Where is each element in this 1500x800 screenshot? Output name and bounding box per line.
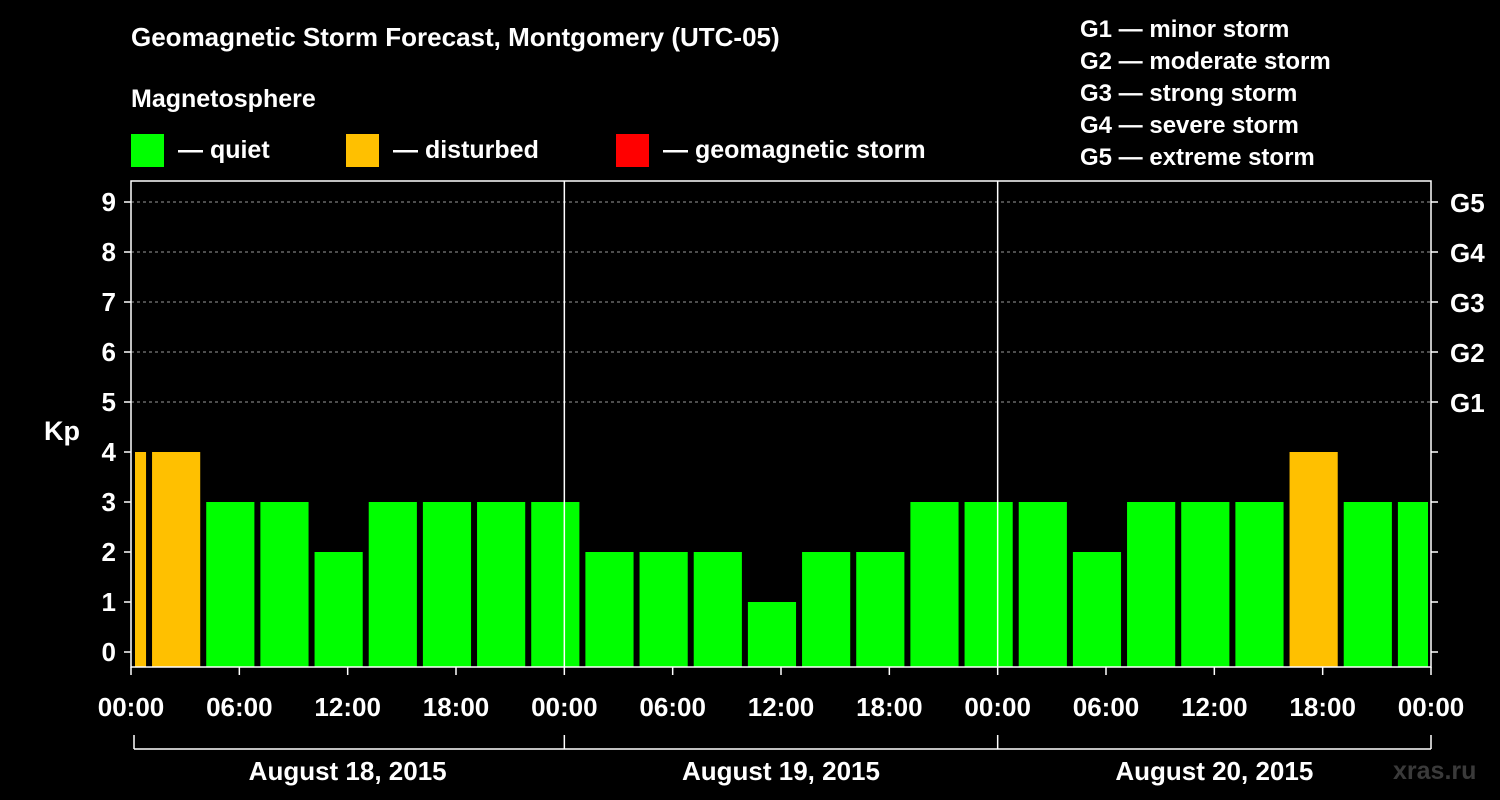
x-tick-label-4: 00:00 <box>531 692 598 722</box>
x-tick-label-8: 00:00 <box>964 692 1031 722</box>
kp-bar-7 <box>477 502 526 667</box>
x-tick-label-6: 12:00 <box>748 692 815 722</box>
right-tick-label-G5: G5 <box>1450 188 1485 218</box>
kp-bar-22 <box>1289 452 1338 667</box>
kp-bar-4 <box>314 552 363 667</box>
legend: — quiet — disturbed — geomagnetic storm <box>131 133 951 167</box>
kp-bar-18 <box>1072 552 1122 667</box>
kp-bar-9 <box>585 552 634 667</box>
y-tick-label-7: 7 <box>102 287 116 317</box>
x-tick-label-7: 18:00 <box>856 692 923 722</box>
right-tick-label-G1: G1 <box>1450 388 1485 418</box>
x-tick-label-0: 00:00 <box>98 692 165 722</box>
legend-item-storm: — geomagnetic storm <box>616 133 926 167</box>
kp-bar-21 <box>1235 502 1284 667</box>
x-tick-label-9: 06:00 <box>1073 692 1140 722</box>
storm-scale-g2: G2 — moderate storm <box>1080 48 1331 75</box>
storm-scale-g1: G1 — minor storm <box>1080 16 1290 43</box>
chart-subtitle: Magnetosphere <box>131 85 316 113</box>
x-tick-label-5: 06:00 <box>639 692 706 722</box>
y-tick-label-5: 5 <box>102 387 116 417</box>
y-tick-label-0: 0 <box>102 637 116 667</box>
legend-item-quiet: — quiet <box>131 133 270 167</box>
chart-title: Geomagnetic Storm Forecast, Montgomery (… <box>131 22 780 52</box>
kp-bar-14 <box>856 552 905 667</box>
kp-bar-13 <box>802 552 851 667</box>
right-tick-label-G2: G2 <box>1450 338 1485 368</box>
storm-scale-g3: G3 — strong storm <box>1080 80 1298 107</box>
legend-item-disturbed: — disturbed <box>346 133 539 167</box>
storm-scale-g4: G4 — severe storm <box>1080 112 1299 139</box>
x-tick-label-11: 18:00 <box>1289 692 1356 722</box>
y-tick-label-2: 2 <box>102 537 116 567</box>
day-label-0: August 18, 2015 <box>249 756 447 786</box>
kp-bar-11 <box>693 552 742 667</box>
kp-bar-15 <box>910 502 959 667</box>
day-label-1: August 19, 2015 <box>682 756 880 786</box>
storm-scale-g5: G5 — extreme storm <box>1080 144 1315 171</box>
y-tick-label-9: 9 <box>102 187 116 217</box>
storm-scale: G1 — minor storm G2 — moderate storm G3 … <box>1080 14 1380 174</box>
kp-bar-6 <box>422 502 472 667</box>
legend-swatch-disturbed <box>346 133 379 167</box>
x-tick-label-3: 18:00 <box>423 692 490 722</box>
kp-bar-5 <box>368 502 417 667</box>
y-tick-label-8: 8 <box>102 237 116 267</box>
x-tick-label-10: 12:00 <box>1181 692 1248 722</box>
kp-bar-16 <box>964 502 1013 667</box>
x-tick-label-12: 00:00 <box>1398 692 1465 722</box>
y-axis-label: Kp <box>44 416 80 446</box>
kp-bar-19 <box>1127 502 1176 667</box>
y-tick-label-4: 4 <box>102 437 117 467</box>
right-tick-label-G4: G4 <box>1450 238 1485 268</box>
legend-label-quiet: — quiet <box>178 135 270 164</box>
kp-bar-17 <box>1018 502 1067 667</box>
kp-bar-1 <box>152 452 201 667</box>
legend-label-disturbed: — disturbed <box>393 135 539 164</box>
kp-bar-3 <box>260 502 309 667</box>
x-tick-label-2: 12:00 <box>314 692 381 722</box>
kp-bar-0 <box>135 452 147 667</box>
kp-bar-20 <box>1181 502 1230 667</box>
watermark: xras.ru <box>1393 757 1477 785</box>
legend-swatch-storm <box>616 133 649 167</box>
kp-bar-23 <box>1343 502 1392 667</box>
y-tick-label-6: 6 <box>102 337 116 367</box>
right-tick-label-G3: G3 <box>1450 288 1485 318</box>
x-tick-label-1: 06:00 <box>206 692 273 722</box>
kp-bar-8 <box>531 502 580 667</box>
kp-bar-12 <box>747 602 797 667</box>
legend-label-storm: — geomagnetic storm <box>663 135 926 164</box>
y-tick-label-1: 1 <box>102 587 116 617</box>
legend-swatch-quiet <box>131 133 164 167</box>
kp-bar-2 <box>206 502 255 667</box>
kp-bar-10 <box>639 552 688 667</box>
kp-bar-24 <box>1397 502 1428 667</box>
day-label-2: August 20, 2015 <box>1115 756 1313 786</box>
y-tick-label-3: 3 <box>102 487 116 517</box>
